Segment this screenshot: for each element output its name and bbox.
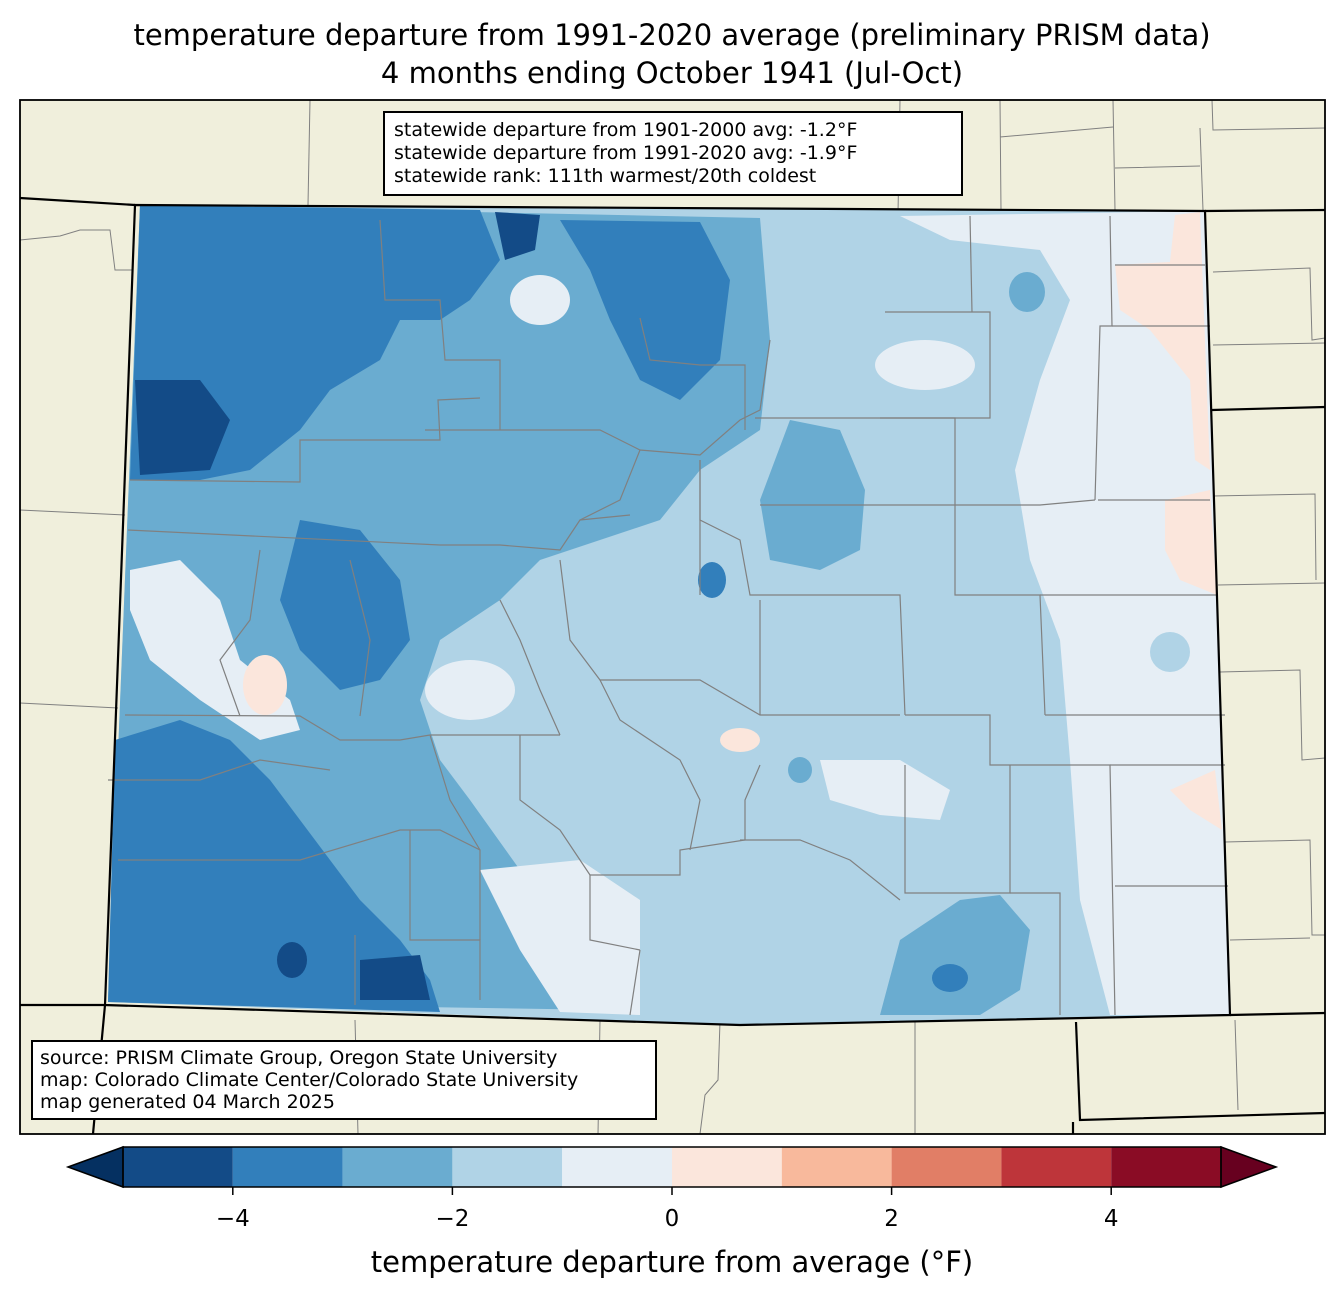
colorbar-bin-3 — [452, 1147, 563, 1187]
colorbar-bin-2 — [342, 1147, 453, 1187]
map-frame — [19, 99, 1326, 1135]
colorbar-tick-label: −4 — [215, 1206, 250, 1232]
zone-minus4-c-spot — [698, 562, 726, 598]
colorbar-tick-label: 2 — [884, 1206, 899, 1232]
chart-subtitle: 4 months ending October 1941 (Jul-Oct) — [380, 56, 964, 90]
source-line-generated: map generated 04 March 2025 — [40, 1091, 335, 1113]
colorbar-bin-0 — [123, 1147, 233, 1187]
colorbar-bin-7 — [891, 1147, 1002, 1187]
colorbar-under-arrow — [65, 1145, 124, 1189]
zone-minus1-south — [480, 860, 640, 1015]
zone-minus1-sc — [820, 760, 950, 820]
zone-plus-c — [720, 728, 760, 752]
stats-line-rank: statewide rank: 111th warmest/20th colde… — [394, 165, 817, 187]
colorbar-bin-5 — [672, 1147, 782, 1187]
zone-minus4-n — [560, 220, 730, 400]
stats-line-1901-2000: statewide departure from 1901-2000 avg: … — [394, 119, 858, 141]
zone-minus5-nw — [135, 380, 230, 475]
zone-minus4-center — [280, 520, 410, 690]
colorado-border — [103, 203, 1232, 1027]
zone-minus3-se — [880, 895, 1030, 1015]
colorbar-tick-label: 4 — [1103, 1206, 1119, 1232]
source-line-map: map: Colorado Climate Center/Colorado St… — [40, 1069, 579, 1091]
zone-minus1-north — [510, 275, 570, 325]
map-panel — [19, 99, 1326, 1135]
colorbar-bin-4 — [562, 1147, 672, 1187]
zone-minus3-ne — [760, 420, 865, 570]
source-line-prism: source: PRISM Climate Group, Oregon Stat… — [40, 1047, 558, 1069]
colorbar-label: temperature departure from average (°F) — [370, 1245, 974, 1279]
zone-minus5-n — [495, 212, 540, 260]
chart-title: temperature departure from 1991-2020 ave… — [133, 18, 1211, 52]
source-box: source: PRISM Climate Group, Oregon Stat… — [31, 1040, 657, 1120]
colorbar-over-arrow — [1220, 1145, 1279, 1189]
stats-line-1991-2020: statewide departure from 1991-2020 avg: … — [394, 142, 858, 164]
county-lines — [108, 215, 1228, 1016]
zone-plus-e — [1165, 490, 1217, 595]
zone-minus1-ne — [875, 340, 975, 390]
zone-plus-west — [243, 655, 287, 715]
colorbar-tick-label: −2 — [435, 1206, 470, 1232]
zone-plus-ne — [1115, 212, 1210, 470]
stats-box: statewide departure from 1901-2000 avg: … — [383, 111, 963, 196]
colorbar-bin-8 — [1001, 1147, 1112, 1187]
colorbar — [65, 1145, 1279, 1195]
colorbar-bin-1 — [232, 1147, 343, 1187]
colorbar-tick-label: 0 — [664, 1206, 680, 1232]
zone-minus4-se — [932, 964, 968, 992]
zone-minus2-e-spot — [1150, 632, 1190, 672]
zone-minus5-spot — [277, 942, 307, 978]
zone-plus-se — [1170, 770, 1222, 830]
zone-minus3-ne-spot — [1009, 272, 1045, 312]
colorbar-bin-9 — [1111, 1147, 1221, 1187]
zone-minus5-sw — [360, 955, 430, 1000]
zone-minus1-c — [425, 660, 515, 720]
zone-minus1-east — [900, 211, 1230, 1015]
temperature-field — [108, 205, 1230, 1025]
zone-minus4-sw — [108, 720, 440, 1012]
colorbar-bin-6 — [781, 1147, 892, 1187]
zone-minus3-sc-spot — [788, 757, 812, 783]
